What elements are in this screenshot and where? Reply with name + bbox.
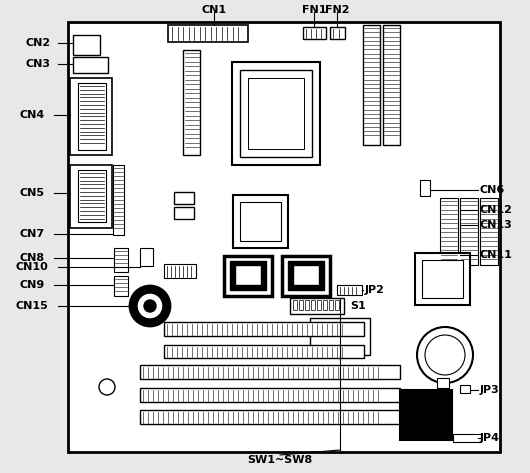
Bar	[400, 390, 452, 440]
Circle shape	[417, 327, 473, 383]
Text: CN5: CN5	[20, 188, 45, 198]
Bar	[164, 264, 196, 278]
Text: CN15: CN15	[16, 301, 49, 311]
Bar	[70, 78, 112, 155]
Bar	[440, 198, 458, 265]
Bar	[140, 410, 400, 424]
Bar	[405, 395, 447, 435]
Text: FN1: FN1	[302, 5, 326, 15]
Text: CN10: CN10	[16, 262, 49, 272]
Bar	[337, 285, 362, 295]
Circle shape	[99, 379, 115, 395]
Bar	[299, 300, 303, 310]
Bar	[70, 165, 112, 228]
Bar	[317, 300, 321, 310]
Bar	[240, 202, 281, 241]
Bar	[248, 78, 304, 149]
Circle shape	[130, 286, 170, 326]
Bar	[335, 300, 339, 310]
Text: CN9: CN9	[20, 280, 45, 290]
Bar	[168, 25, 248, 42]
Bar	[453, 434, 481, 442]
Text: JP2: JP2	[365, 285, 385, 295]
Bar	[174, 207, 194, 219]
Bar	[183, 50, 200, 155]
Bar	[460, 198, 478, 265]
Bar	[282, 256, 330, 296]
Bar	[330, 27, 345, 39]
Bar	[68, 22, 500, 452]
Bar	[78, 170, 106, 222]
Text: CN2: CN2	[25, 38, 50, 48]
Bar	[164, 322, 364, 336]
Text: CN13: CN13	[480, 220, 513, 230]
Bar	[233, 195, 288, 248]
Bar	[230, 261, 266, 290]
Bar	[422, 260, 463, 298]
Bar	[290, 298, 344, 314]
Bar	[78, 83, 106, 150]
Text: JP3: JP3	[480, 385, 500, 395]
Bar	[114, 276, 128, 296]
Text: S1: S1	[350, 301, 366, 311]
Text: CN1: CN1	[201, 5, 226, 15]
Text: CN12: CN12	[480, 205, 513, 215]
Text: CN3: CN3	[25, 59, 50, 69]
Text: FN2: FN2	[325, 5, 349, 15]
Bar	[113, 165, 124, 235]
Bar	[460, 385, 470, 393]
Bar	[303, 27, 326, 39]
Text: CN4: CN4	[20, 110, 45, 120]
Bar	[140, 365, 400, 379]
Circle shape	[137, 293, 163, 319]
Text: SW1~SW8: SW1~SW8	[248, 455, 313, 465]
Bar	[140, 388, 400, 402]
Bar	[480, 198, 498, 265]
Text: JP4: JP4	[480, 433, 500, 443]
Circle shape	[144, 300, 156, 312]
Bar	[240, 70, 312, 157]
Bar	[305, 300, 309, 310]
Bar	[323, 300, 327, 310]
Bar	[174, 192, 194, 204]
Bar	[235, 265, 261, 285]
Bar	[288, 261, 324, 290]
Bar	[363, 25, 380, 145]
Bar	[114, 248, 128, 272]
Bar	[310, 318, 370, 355]
Bar	[415, 253, 470, 305]
Bar	[383, 25, 400, 145]
Bar	[140, 248, 153, 266]
Bar	[73, 57, 108, 73]
Bar	[232, 62, 320, 165]
Text: CN8: CN8	[20, 253, 45, 263]
Text: CN7: CN7	[20, 229, 45, 239]
Circle shape	[425, 335, 465, 375]
Bar	[73, 35, 100, 55]
Bar	[420, 180, 430, 196]
Bar	[293, 265, 319, 285]
Bar	[311, 300, 315, 310]
Bar	[224, 256, 272, 296]
Text: CN11: CN11	[480, 250, 513, 260]
Bar	[164, 345, 364, 358]
Text: CN6: CN6	[480, 185, 505, 195]
Bar	[329, 300, 333, 310]
Bar	[437, 378, 449, 388]
Bar	[293, 300, 297, 310]
